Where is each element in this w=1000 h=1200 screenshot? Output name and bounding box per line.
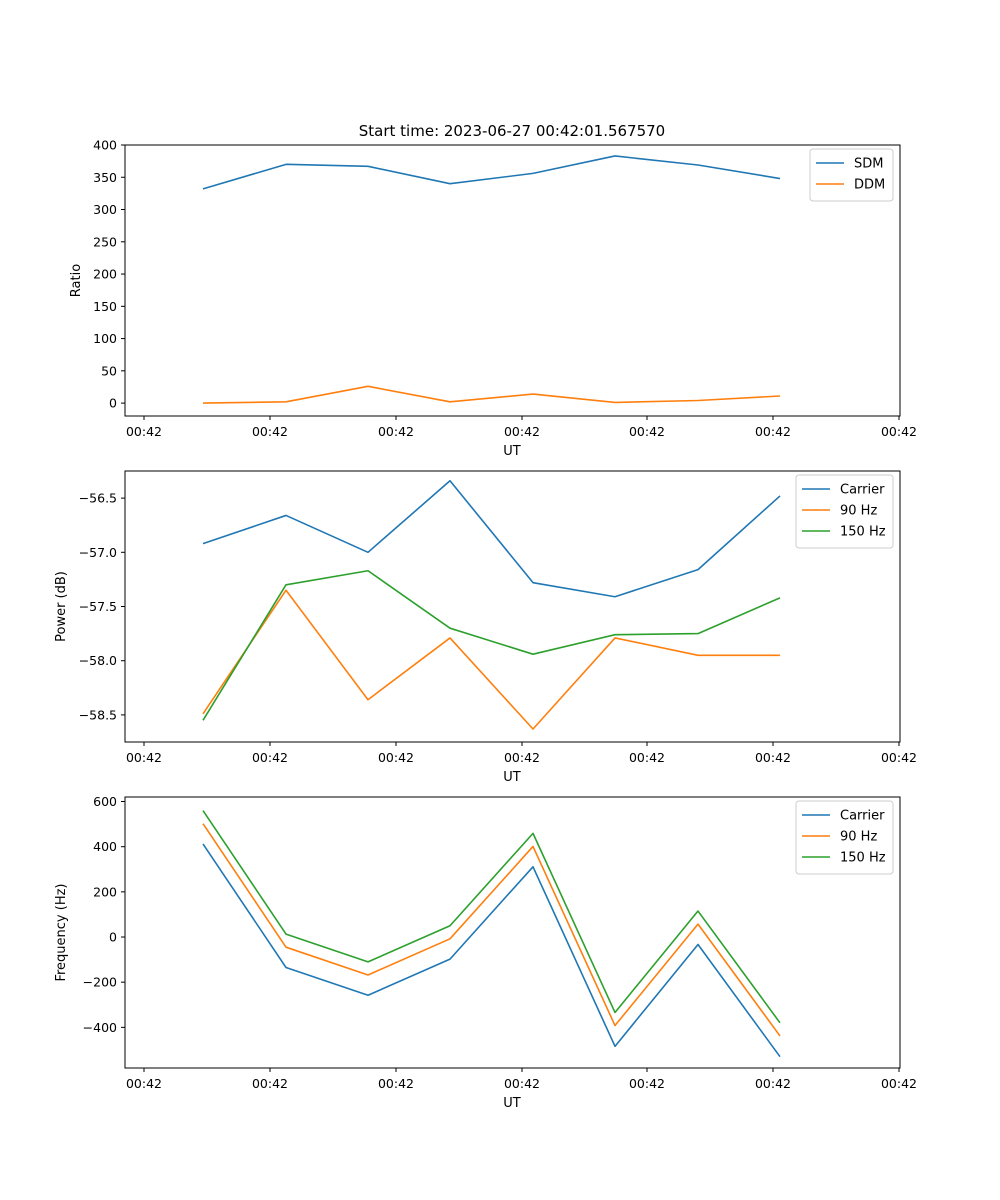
y-tick-label: 300	[93, 202, 117, 217]
legend: Carrier 90 Hz 150 Hz	[795, 800, 894, 875]
series-line-carrier	[202, 479, 781, 598]
y-tick-label: 0	[109, 930, 117, 945]
series-line-sdm	[202, 155, 781, 190]
legend-box	[809, 148, 894, 202]
x-tick-label: 00:42	[126, 424, 162, 439]
y-tick-label: 250	[93, 234, 117, 249]
y-tick-label: 50	[101, 363, 117, 378]
y-tick-label: −58.5	[79, 707, 117, 722]
figure-title: Start time: 2023-06-27 00:42:01.567570	[359, 122, 665, 140]
x-tick-label: 00:42	[755, 750, 791, 765]
frequency-panel: 00:42 00:42 00:42 00:42 00:42 00:42 00:42 600 40…	[54, 794, 917, 1111]
y-tick-label: 100	[93, 331, 117, 346]
x-axis-label: UT	[503, 444, 521, 459]
series-line-carrier	[202, 843, 781, 1058]
series-line-150-hz	[202, 569, 781, 721]
x-tick-label: 00:42	[378, 1076, 414, 1091]
y-tick-label: −57.0	[79, 545, 117, 560]
legend-box	[795, 800, 894, 875]
y-tick-label: 350	[93, 170, 117, 185]
legend-label: 150 Hz	[840, 851, 886, 866]
legend-label: Carrier	[840, 809, 885, 824]
x-tick-label: 00:42	[629, 750, 665, 765]
x-tick-label: 00:42	[252, 424, 288, 439]
x-tick-label: 00:42	[252, 750, 288, 765]
x-tick-label: 00:42	[881, 1076, 917, 1091]
x-tick-label: 00:42	[126, 1076, 162, 1091]
x-axis-label: UT	[503, 770, 521, 785]
y-tick-label: 400	[93, 839, 117, 854]
y-tick-label: −58.0	[79, 653, 117, 668]
x-tick-label: 00:42	[755, 424, 791, 439]
series-line-90-hz	[202, 589, 780, 730]
axes-frame	[124, 796, 901, 1069]
legend: Carrier 90 Hz 150 Hz	[795, 474, 894, 549]
x-tick-label: 00:42	[881, 750, 917, 765]
legend-label: 90 Hz	[840, 830, 877, 845]
y-axis-label: Ratio	[69, 264, 84, 297]
series-line-90-hz	[202, 823, 781, 1037]
ratio-panel: 00:42 00:42 00:42 00:42 00:42 00:42 00:42 0 50 10…	[69, 138, 917, 460]
series-line-ddm	[202, 385, 781, 404]
y-tick-label: 150	[93, 299, 117, 314]
y-axis-label: Power (dB)	[54, 571, 69, 642]
x-tick-label: 00:42	[126, 750, 162, 765]
x-tick-label: 00:42	[629, 424, 665, 439]
x-tick-label: 00:42	[504, 750, 540, 765]
legend-label: DDM	[854, 178, 885, 193]
x-tick-label: 00:42	[629, 1076, 665, 1091]
y-tick-label: 400	[93, 138, 117, 153]
y-tick-label: −200	[83, 975, 117, 990]
y-tick-label: 0	[109, 396, 117, 411]
y-tick-label: 600	[93, 794, 117, 809]
legend: SDM DDM	[809, 148, 894, 202]
legend-label: 90 Hz	[840, 504, 877, 519]
legend-box	[795, 474, 894, 549]
x-tick-label: 00:42	[252, 1076, 288, 1091]
y-tick-label: −56.5	[79, 491, 117, 506]
axes-frame	[124, 144, 901, 417]
y-tick-label: −57.5	[79, 599, 117, 614]
x-axis-label: UT	[503, 1096, 521, 1111]
x-tick-label: 00:42	[378, 424, 414, 439]
legend-label: Carrier	[840, 483, 885, 498]
power-panel: 00:42 00:42 00:42 00:42 00:42 00:42 00:42 −56.5…	[54, 470, 917, 785]
series-line-150-hz	[202, 810, 781, 1024]
y-tick-label: 200	[93, 267, 117, 282]
legend-label: SDM	[854, 157, 883, 172]
x-tick-label: 00:42	[504, 1076, 540, 1091]
legend-label: 150 Hz	[840, 525, 886, 540]
x-tick-label: 00:42	[755, 1076, 791, 1091]
x-tick-label: 00:42	[881, 424, 917, 439]
x-tick-label: 00:42	[378, 750, 414, 765]
y-tick-label: −400	[83, 1020, 117, 1035]
x-tick-label: 00:42	[504, 424, 540, 439]
y-axis-label: Frequency (Hz)	[54, 883, 69, 981]
y-tick-label: 200	[93, 884, 117, 899]
